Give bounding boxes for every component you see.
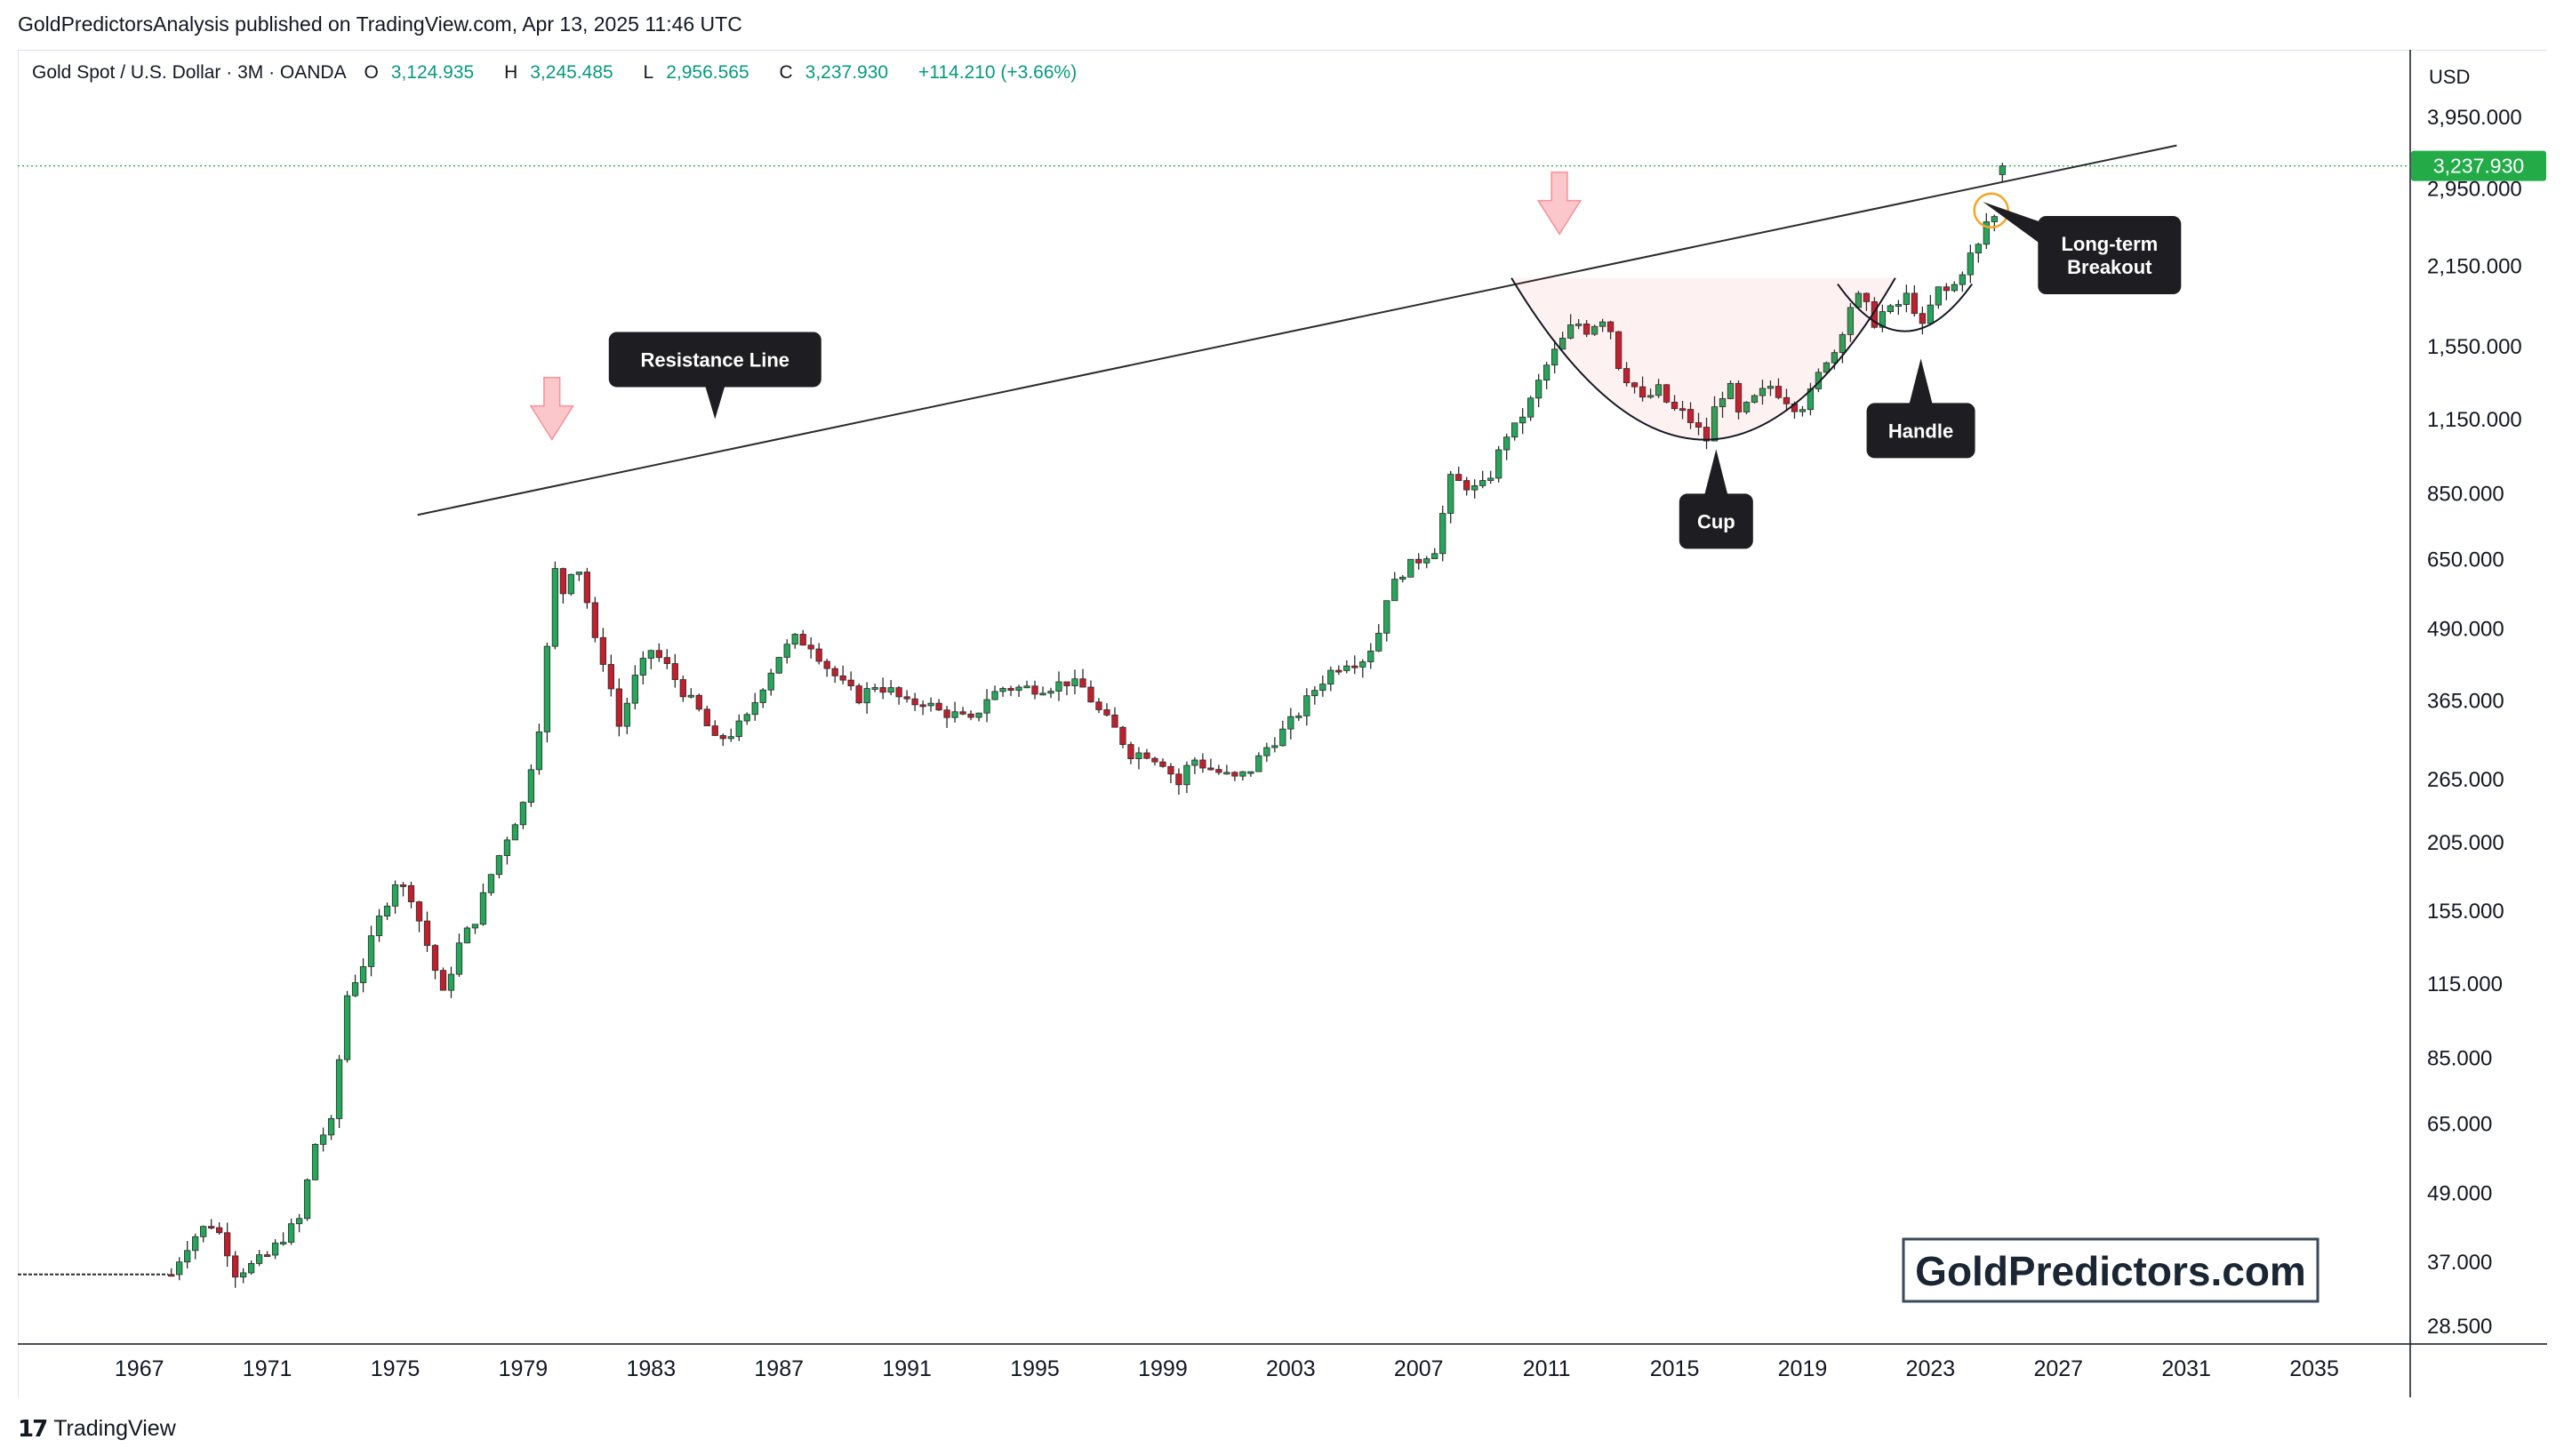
chart-frame — [18, 50, 2547, 1397]
tradingview-logo-icon: 𝟭𝟳 — [18, 1415, 48, 1442]
ohlc-high: H 3,245.485 — [504, 62, 613, 83]
symbol-name[interactable]: Gold Spot / U.S. Dollar · 3M · OANDA — [32, 62, 347, 83]
tradingview-wordmark: TradingView — [53, 1416, 176, 1441]
ohlc-low: L 2,956.565 — [643, 62, 749, 83]
ohlc-close: C 3,237.930 — [779, 62, 889, 83]
symbol-legend: Gold Spot / U.S. Dollar · 3M · OANDA O 3,… — [32, 62, 1089, 84]
tradingview-branding[interactable]: 𝟭𝟳 TradingView — [18, 1415, 176, 1443]
ohlc-change: +114.210 (+3.66%) — [917, 62, 1078, 83]
ohlc-open: O 3,124.935 — [364, 62, 475, 83]
publisher-line: GoldPredictorsAnalysis published on Trad… — [18, 12, 742, 36]
